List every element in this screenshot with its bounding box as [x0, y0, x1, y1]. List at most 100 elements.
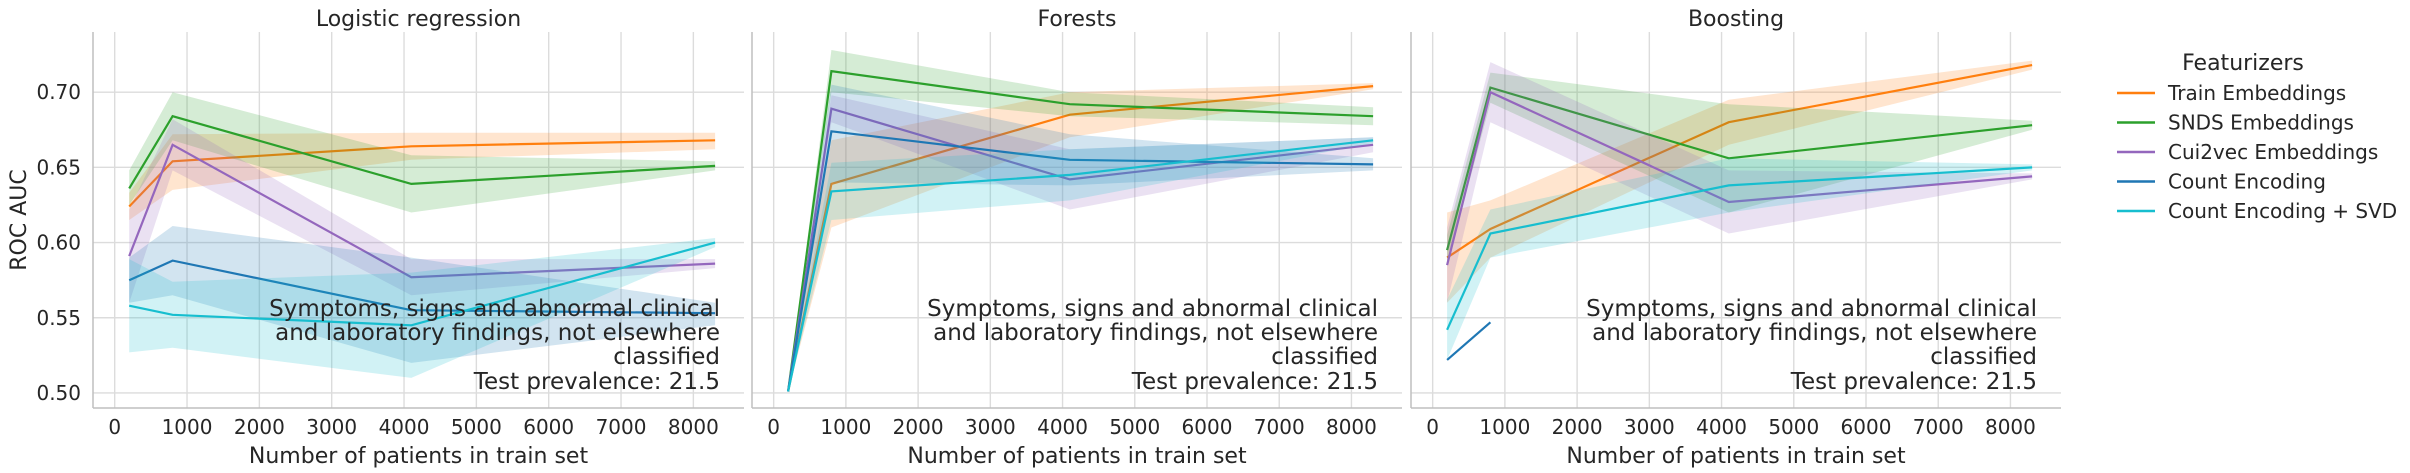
legend-item-snds-embeddings: SNDS Embeddings — [2117, 111, 2354, 135]
band-count-encoding-svd — [129, 238, 716, 378]
panel-title: Boosting — [1688, 7, 1784, 32]
band-cui2vec-embeddings — [129, 119, 716, 303]
legend-item-train-embeddings: Train Embeddings — [2117, 81, 2346, 105]
line-count-encoding — [1446, 321, 1492, 361]
legend-item-count-encoding-svd: Count Encoding + SVD — [2117, 199, 2397, 223]
plot-area — [787, 50, 1374, 392]
x-tick-label: 1000 — [162, 415, 213, 439]
band-cui2vec-embeddings — [788, 95, 1374, 392]
annotation-line: classified — [1271, 344, 1378, 370]
legend: Featurizers Train Embeddings SNDS Embeddin… — [2117, 51, 2397, 223]
panel-forests: 0 1000 2000 3000 4000 5000 6000 7000 8000 Number … — [751, 7, 1402, 469]
x-tick-label: 8000 — [668, 415, 719, 439]
grid — [752, 32, 1402, 408]
plot-area — [1446, 60, 2033, 361]
x-tick-label: 5000 — [1768, 415, 1819, 439]
x-tick-label: 0 — [767, 415, 780, 439]
x-tick-label: 2000 — [893, 415, 944, 439]
x-tick-label: 4000 — [1037, 415, 1088, 439]
line-cui2vec-embeddings — [128, 143, 716, 279]
band-count-encoding-svd — [1447, 158, 2033, 360]
legend-title: Featurizers — [2182, 51, 2304, 76]
line-count-encoding-svd — [1446, 166, 2033, 331]
legend-label: Train Embeddings — [2167, 81, 2346, 105]
band-train-embeddings — [788, 83, 1374, 392]
line-snds-embeddings — [787, 69, 1374, 392]
line-snds-embeddings — [128, 114, 716, 189]
x-tick-label: 5000 — [451, 415, 502, 439]
annotation-line: Test prevalence: 21.5 — [473, 369, 720, 395]
annotation-line: Test prevalence: 21.5 — [1790, 369, 2037, 395]
annotation: Symptoms, signs and abnormal clinicaland… — [269, 296, 720, 395]
panel-title: Forests — [1038, 7, 1117, 32]
y-axis-title: ROC AUC — [7, 169, 32, 270]
x-tick-label: 0 — [108, 415, 121, 439]
plot-area — [128, 92, 716, 378]
band-count-encoding-svd — [788, 137, 1374, 392]
annotation-line: and laboratory findings, not elsewhere — [1592, 320, 2037, 346]
x-tick-label: 0 — [1426, 415, 1439, 439]
line-cui2vec-embeddings — [1446, 90, 2033, 266]
legend-item-count-encoding: Count Encoding — [2117, 170, 2326, 194]
x-tick-label: 3000 — [306, 415, 357, 439]
grid — [1411, 32, 2061, 408]
x-tick-label: 4000 — [1696, 415, 1747, 439]
x-tick-label: 6000 — [1182, 415, 1233, 439]
x-tick-label: 2000 — [1552, 415, 1603, 439]
line-count-encoding-svd — [787, 139, 1374, 392]
line-count-encoding — [128, 259, 716, 315]
annotation-line: classified — [1930, 344, 2037, 370]
annotation-line: and laboratory findings, not elsewhere — [275, 320, 720, 346]
y-tick-label: 0.55 — [36, 306, 81, 330]
y-tick-label: 0.65 — [36, 155, 81, 179]
grid — [93, 32, 744, 408]
x-tick-label: 3000 — [1624, 415, 1675, 439]
annotation-line: and laboratory findings, not elsewhere — [933, 320, 1378, 346]
y-tick-label: 0.50 — [36, 381, 81, 405]
line-count-encoding-svd — [128, 241, 716, 327]
x-tick-label: 4000 — [379, 415, 430, 439]
x-tick-label: 7000 — [596, 415, 647, 439]
line-train-embeddings — [128, 139, 716, 208]
annotation-line: Symptoms, signs and abnormal clinical — [927, 296, 1378, 322]
x-axis-title: Number of patients in train set — [1566, 444, 1906, 469]
legend-label: Count Encoding + SVD — [2168, 199, 2397, 223]
x-tick-label: 8000 — [1985, 415, 2036, 439]
y-tick-label: 0.70 — [36, 80, 81, 104]
annotation: Symptoms, signs and abnormal clinicaland… — [1586, 296, 2037, 395]
band-snds-embeddings — [788, 50, 1374, 392]
annotation: Symptoms, signs and abnormal clinicaland… — [927, 296, 1378, 395]
x-tick-label: 3000 — [965, 415, 1016, 439]
band-snds-embeddings — [1447, 72, 2033, 266]
legend-label: Cui2vec Embeddings — [2168, 140, 2378, 164]
band-cui2vec-embeddings — [1447, 62, 2033, 303]
x-tick-label: 2000 — [234, 415, 285, 439]
x-tick-label: 8000 — [1326, 415, 1377, 439]
x-tick-label: 1000 — [1479, 415, 1530, 439]
line-train-embeddings — [1446, 64, 2033, 259]
line-count-encoding — [787, 130, 1374, 392]
x-axis-title: Number of patients in train set — [907, 444, 1247, 469]
x-tick-label: 7000 — [1254, 415, 1305, 439]
y-tick-label: 0.60 — [36, 231, 81, 255]
annotation-line: classified — [613, 344, 720, 370]
x-tick-label: 7000 — [1913, 415, 1964, 439]
x-tick-label: 5000 — [1109, 415, 1160, 439]
panel-title: Logistic regression — [316, 7, 521, 32]
x-tick-label: 6000 — [1841, 415, 1892, 439]
legend-label: Count Encoding — [2168, 170, 2326, 194]
legend-item-cui2vec-embeddings: Cui2vec Embeddings — [2117, 140, 2378, 164]
band-snds-embeddings — [129, 92, 716, 213]
line-snds-embeddings — [1446, 86, 2033, 251]
panel-boosting: 0 1000 2000 3000 4000 5000 6000 7000 8000 Number … — [1410, 7, 2061, 469]
legend-label: SNDS Embeddings — [2168, 111, 2354, 135]
x-tick-label: 6000 — [523, 415, 574, 439]
band-count-encoding — [129, 226, 716, 363]
annotation-line: Symptoms, signs and abnormal clinical — [1586, 296, 2037, 322]
panel-logistic-regression: 0 1000 2000 3000 4000 5000 6000 7000 8000 0.50 0.5… — [7, 7, 744, 469]
band-train-embeddings — [1447, 60, 2033, 303]
x-tick-label: 1000 — [820, 415, 871, 439]
annotation-line: Test prevalence: 21.5 — [1131, 369, 1378, 395]
x-axis-title: Number of patients in train set — [249, 444, 589, 469]
